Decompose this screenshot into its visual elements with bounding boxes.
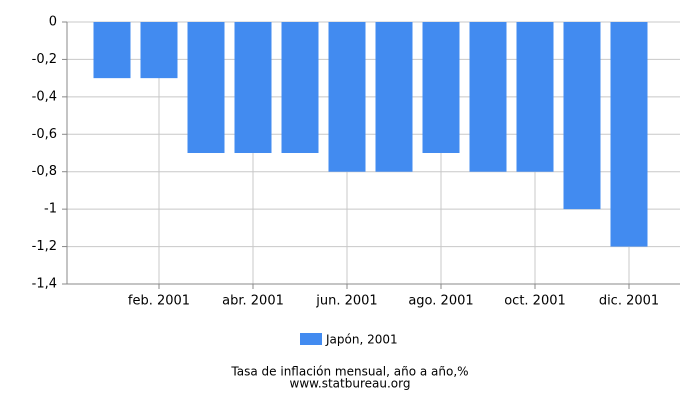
bar [140,22,178,79]
bar [469,22,507,172]
x-tick-label: oct. 2001 [504,294,566,309]
x-tick-label: ago. 2001 [408,294,473,309]
bar [422,22,460,153]
y-tick-label: 0 [49,15,57,30]
y-tick-label: -0,4 [32,89,57,104]
x-tick-label: dic. 2001 [599,294,659,309]
legend-label: Japón, 2001 [325,333,398,347]
y-tick-label: -0,8 [32,164,57,179]
bar [93,22,131,79]
y-tick-label: -1,2 [32,239,57,254]
bar [610,22,648,247]
x-tick-label: abr. 2001 [222,294,284,309]
x-tick-label: feb. 2001 [128,294,190,309]
y-tick-label: -0,2 [32,52,57,67]
source: www.statbureau.org [290,377,411,391]
bar [516,22,554,172]
bar [328,22,366,172]
y-tick-label: -0,6 [32,127,57,142]
bar [281,22,319,153]
bar [187,22,225,153]
bar [375,22,413,172]
bar [563,22,601,210]
y-tick-label: -1,4 [32,277,57,292]
bar [234,22,272,153]
y-tick-label: -1 [44,202,57,217]
legend-swatch [300,333,322,345]
chart-title: Tasa de inflación mensual, año a año,% [230,365,468,379]
x-tick-label: jun. 2001 [315,294,377,309]
